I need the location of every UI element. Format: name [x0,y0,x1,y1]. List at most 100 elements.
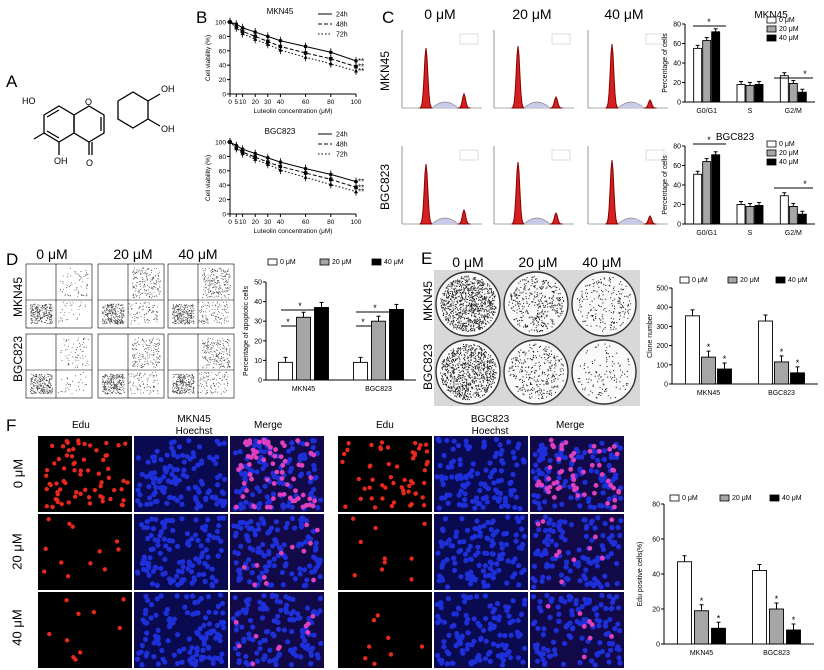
colony-formation-plates [434,270,640,406]
micro-background [338,592,432,668]
chart-title: BGC823 [265,127,296,136]
micro-panel-r1-c2 [230,514,324,590]
scatter-plot-1 [97,263,165,329]
y-tick-label: 20 [673,80,681,87]
data-point [329,56,333,61]
y-tick-label: 60 [219,168,227,175]
f-bgc-col-edu: Edu [376,420,394,431]
chart-title: MKN45 [754,10,788,21]
hoechst-nuclei [231,515,323,589]
scatter-events [172,267,231,325]
significance-mark: * [717,613,721,623]
bar-40 μM-MKN45 [711,627,726,645]
data-point [328,61,333,66]
data-point [329,50,333,55]
y-tick-label: 200 [656,343,668,350]
culture-plate-2 [571,271,637,337]
legend-label: 0 μM [779,17,795,24]
c-cond-2: 40 μM [604,6,644,22]
significance-mark: * [707,342,711,352]
legend-label: 40 μM [384,259,404,266]
bar-0 μM-S [736,204,746,225]
micro-panel-r1-c4 [434,514,528,590]
bar-40 μM-BGC823 [790,372,805,385]
culture-plate-1 [503,271,569,337]
bar-0 μM-BGC823 [752,570,767,645]
f-row-0: 0 μM [10,458,26,489]
micro-panel-r2-c2 [230,592,324,668]
colonies-1 [508,275,565,333]
y-tick-label: 20 [219,197,227,204]
bar-20 μM-BGC823 [774,361,789,385]
y-tick-label: 80 [673,22,681,29]
bar-20 μM-G0/G1 [702,40,712,103]
x-tick-label: BGC823 [763,650,790,657]
x-tick-label: 80 [327,219,335,226]
luteolin-structure: HO OH O O OH OH [22,84,175,168]
chart-c-mkn45: MKN45 0 20 40 60 80 Percentage of cells G0/G1 S G… [662,10,815,115]
x-tick-label: S [748,108,753,115]
y-tick-label: 80 [652,502,660,509]
y-tick-label: 0 [664,382,668,389]
f-mkn-title: MKN45 [177,414,211,425]
bar-20 μM-G0/G1 [702,161,712,225]
legend-swatch [719,494,730,502]
significance-mark: * [707,17,711,27]
o-label-ring: O [85,97,92,107]
x-tick-label: 20 [252,99,260,106]
bar-0 μM-BGC823 [758,320,773,385]
oh-label-left: HO [22,96,36,106]
y-axis-label: Cell viability (%) [205,155,212,201]
legend-swatch [766,158,777,166]
hoechst-nuclei [530,514,624,590]
g2m-peak [457,208,471,225]
bar-40 μM-G2/M [797,91,807,103]
y-tick-label: 0 [258,378,262,385]
hoechst-nuclei [434,436,527,512]
micro-panel-r0-c5 [530,436,624,512]
data-point [303,171,308,175]
micro-panel-r0-c2 [230,436,324,512]
bar-40 μM-BGC823 [786,629,801,645]
histo-legend [459,149,479,161]
scatter-plot-5 [167,333,235,399]
apoptosis-scatter-plots [25,263,235,399]
histogram-3 [401,146,482,225]
data-point [329,177,333,182]
histogram-1 [493,30,574,109]
data-point [240,151,245,156]
legend-swatch [371,258,382,266]
micro-background [230,514,324,590]
panel-label-c: C [382,8,395,27]
legend-swatch [669,494,680,502]
significance-mark: * [361,317,365,327]
histogram-4 [493,146,574,225]
x-tick-label: G2/M [785,230,802,237]
significance-mark: ** [358,183,364,192]
oh-label-top-right: OH [161,84,175,94]
y-tick-label: 30 [254,319,262,326]
data-point [265,162,270,166]
micro-panel-r2-c0 [38,592,132,668]
panel-label-a: A [6,72,18,91]
data-point [266,34,270,39]
legend-label: 0 μM [779,141,795,148]
hoechst-nuclei [134,515,226,589]
merged-nuclei [241,522,320,588]
data-point [278,38,283,43]
data-point [253,37,258,41]
cell-cycle-histograms [401,30,668,225]
c-cond-1: 20 μM [512,6,552,22]
legend-label: 40 μM [779,159,799,166]
data-point [328,182,333,187]
x-axis-label: Luteolin concentration (μM) [254,108,333,115]
x-tick-label: 0 [228,219,232,226]
x-tick-label: 80 [327,99,335,106]
data-point [329,172,333,177]
panel-label-f: F [6,416,17,435]
data-point [240,31,245,36]
y-tick-label: 60 [673,163,681,170]
y-tick-label: 40 [673,61,681,68]
micro-panel-r0-c1 [134,436,228,512]
